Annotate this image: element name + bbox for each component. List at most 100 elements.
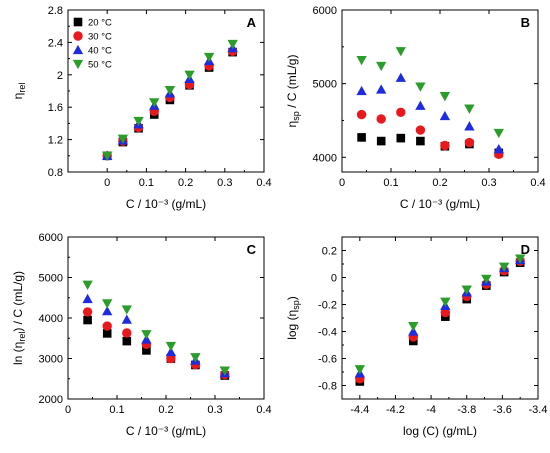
data-point <box>415 82 426 92</box>
y-axis-label: ηrel <box>11 83 27 100</box>
data-point <box>396 133 406 143</box>
x-tick-label: 0.1 <box>139 177 154 189</box>
y-tick-label: 5000 <box>39 273 63 285</box>
data-point <box>142 346 151 355</box>
data-point <box>376 61 387 72</box>
plot-frame <box>67 236 265 400</box>
x-tick-label: 0.1 <box>109 404 124 416</box>
x-tick-label: -4 <box>426 404 436 416</box>
data-point <box>408 321 419 332</box>
data-point <box>415 125 426 135</box>
data-point <box>493 144 504 154</box>
x-tick-label: 0.4 <box>530 177 545 189</box>
data-point <box>165 346 177 357</box>
data-point <box>464 121 475 131</box>
legend-marker <box>72 59 84 70</box>
y-tick-label: -0.2 <box>318 300 337 312</box>
panel-D: -4.4 -4.2 -4 -3.8 -3.6 -3.4 -0.8 -0.6 -0.4 -0.2 0 0… <box>285 236 547 438</box>
legend-label: 40 °C <box>88 46 112 57</box>
data-point <box>102 329 112 338</box>
data-point <box>439 92 451 102</box>
data-point <box>357 133 366 142</box>
data-point <box>184 70 195 80</box>
y-axis-label: log (ηsp) <box>285 296 301 340</box>
data-point <box>396 107 406 118</box>
y-tick-label: 5000 <box>313 79 337 91</box>
data-point <box>102 321 112 331</box>
panel-letter: A <box>247 15 257 30</box>
data-point <box>440 297 451 307</box>
plot-frame <box>341 236 539 400</box>
panel-letter: C <box>247 242 257 257</box>
data-point <box>102 305 113 316</box>
y-tick-label: 2.4 <box>48 37 63 49</box>
data-point <box>166 353 176 364</box>
y-axis-label: ln (ηrel) / C (mL/g) <box>11 271 27 365</box>
y-tick-label: 1.6 <box>48 102 63 114</box>
data-point <box>102 299 113 309</box>
panel-B: 0 0.1 0.2 0.3 0.4 4000 5000 6000 C / 10⁻³ (g/mL)… <box>285 5 546 211</box>
panel-A: 0 0.1 0.2 0.3 0.4 0.8 1.2 1.6 2 2.4 2.8 C / 10⁻³ (g… <box>11 5 272 211</box>
data-point <box>149 98 160 108</box>
data-point <box>439 110 451 121</box>
data-point <box>493 128 504 139</box>
data-point <box>498 262 510 272</box>
x-tick-label: 0.1 <box>383 177 398 189</box>
y-tick-label: 1.2 <box>48 135 63 147</box>
x-tick-label: -4.2 <box>386 404 405 416</box>
x-axis-label: log (C) (g/mL) <box>403 424 477 438</box>
data-point <box>356 85 367 96</box>
data-point <box>219 366 230 376</box>
data-point <box>133 116 144 127</box>
data-point <box>395 47 406 57</box>
panel-letter: D <box>521 242 530 257</box>
data-point <box>190 353 201 363</box>
data-point <box>461 285 472 295</box>
x-tick-label: 0.2 <box>178 177 193 189</box>
plot-frame <box>341 9 539 173</box>
x-axis-label: C / 10⁻³ (g/mL) <box>400 197 480 211</box>
y-tick-label: 0.2 <box>322 246 337 258</box>
x-tick-label: 0 <box>104 177 110 189</box>
y-tick-label: 2000 <box>39 394 63 406</box>
x-tick-label: 0 <box>339 177 345 189</box>
data-point <box>481 274 492 285</box>
y-tick-label: 3000 <box>39 354 63 366</box>
data-point <box>82 307 93 317</box>
data-point <box>83 315 92 325</box>
data-point <box>354 365 365 375</box>
y-tick-label: 2.8 <box>48 5 63 17</box>
y-axis-label: ηsp / C (mL/g) <box>285 55 301 128</box>
data-point <box>415 100 426 110</box>
x-tick-label: 0.4 <box>256 177 271 189</box>
data-point <box>141 330 152 340</box>
data-point <box>122 336 132 346</box>
data-point <box>440 307 451 318</box>
data-point <box>464 104 475 114</box>
data-point <box>376 114 386 124</box>
x-axis-label: C / 10⁻³ (g/mL) <box>126 424 206 438</box>
data-point <box>515 254 526 264</box>
data-point <box>395 72 406 82</box>
y-tick-label: 2 <box>57 70 63 82</box>
y-tick-label: -0.8 <box>318 381 337 393</box>
y-tick-label: 0.8 <box>48 167 63 179</box>
data-point <box>376 136 386 146</box>
panel-letter: B <box>521 15 530 30</box>
panel-C: 0 0.1 0.2 0.3 0.4 2000 3000 4000 5000 6000 C / 10⁻… <box>11 232 272 438</box>
y-tick-label: 0 <box>331 273 337 285</box>
y-tick-label: 6000 <box>313 5 337 17</box>
x-tick-label: -3.8 <box>457 404 476 416</box>
legend-label: 20 °C <box>88 18 112 29</box>
data-point <box>121 314 132 324</box>
legend-marker <box>73 17 83 27</box>
y-tick-label: -0.4 <box>318 327 337 339</box>
legend-marker <box>73 31 83 41</box>
data-point <box>164 86 176 96</box>
x-tick-label: 0.2 <box>432 177 447 189</box>
data-point <box>464 137 475 148</box>
x-tick-label: 0.3 <box>481 177 496 189</box>
x-tick-label: 0.3 <box>207 404 222 416</box>
x-tick-label: 0 <box>65 404 71 416</box>
